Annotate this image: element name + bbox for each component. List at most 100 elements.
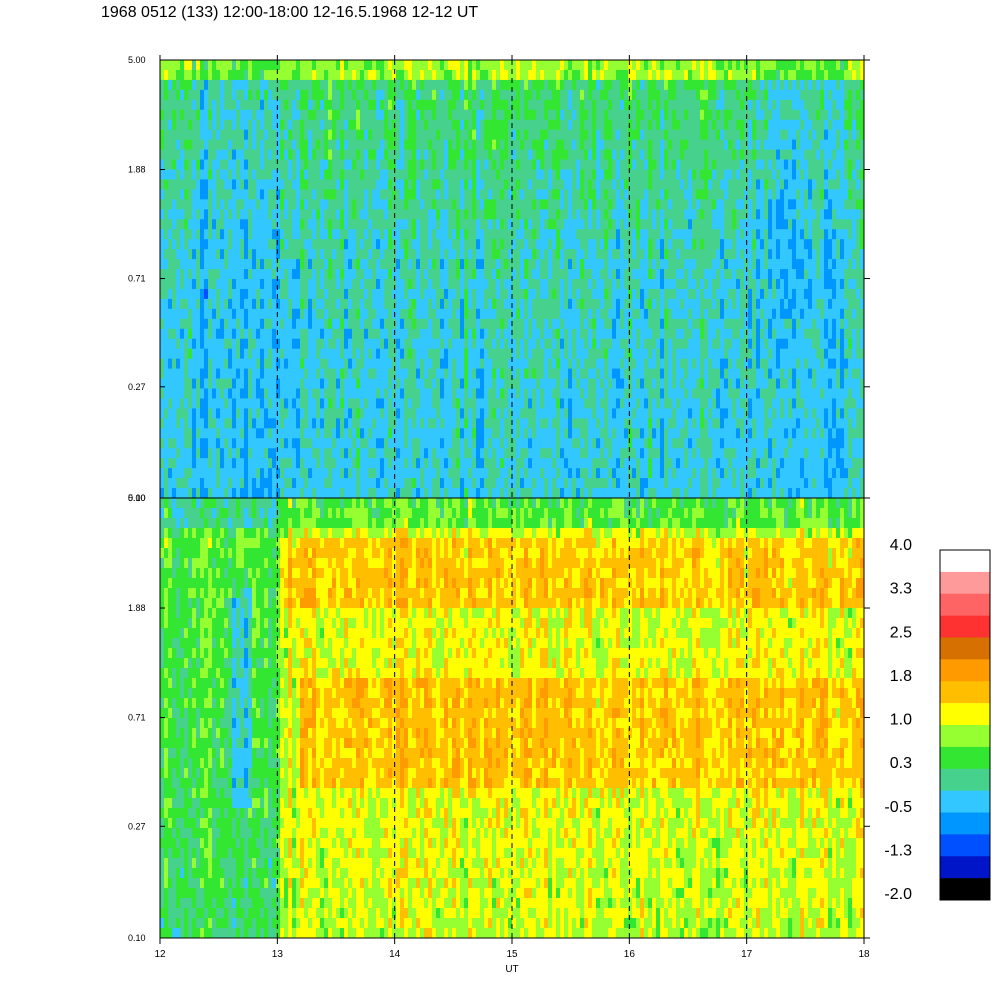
top-heat-cell [172, 89, 177, 101]
top-heat-cell [312, 438, 317, 449]
top-heat-cell [564, 229, 569, 240]
top-heat-cell [256, 129, 261, 141]
top-heat-cell [352, 368, 357, 379]
top-heat-cell [376, 428, 381, 439]
top-heat-cell [176, 428, 181, 439]
top-heat-cell [424, 259, 429, 270]
top-heat-cell [196, 418, 201, 429]
top-heat-cell [440, 279, 445, 290]
top-heat-cell [324, 458, 329, 469]
top-heat-cell [536, 438, 541, 449]
top-heat-cell [444, 189, 449, 200]
top-heat-cell [536, 288, 541, 300]
top-heat-cell [268, 69, 273, 81]
top-heat-cell [608, 149, 613, 160]
top-heat-cell [428, 458, 433, 469]
top-heat-cell [520, 358, 525, 369]
top-heat-cell [532, 428, 537, 439]
top-heat-cell [588, 149, 593, 160]
top-heat-cell [176, 288, 181, 300]
top-heat-cell [216, 279, 221, 290]
top-heat-cell [380, 189, 385, 200]
top-heat-cell [244, 259, 249, 270]
top-heat-cell [588, 418, 593, 429]
top-heat-cell [452, 448, 457, 459]
top-heat-cell [392, 378, 397, 389]
top-heat-cell [160, 468, 165, 479]
top-heat-cell [476, 239, 481, 250]
top-heat-cell [552, 79, 557, 91]
top-heat-cell [512, 149, 517, 160]
top-heat-cell [516, 99, 521, 111]
top-heat-cell [228, 109, 233, 121]
top-heat-cell [528, 458, 533, 469]
top-heat-cell [320, 428, 325, 439]
top-heat-cell [420, 408, 425, 419]
top-heat-cell [484, 288, 489, 300]
top-heat-cell [592, 318, 597, 330]
top-heat-cell [252, 358, 257, 369]
top-heat-cell [164, 288, 169, 300]
top-heat-cell [416, 338, 421, 350]
top-heat-cell [340, 189, 345, 200]
top-heat-cell [476, 149, 481, 160]
top-heat-cell [440, 378, 445, 389]
top-heat-cell [324, 298, 329, 310]
top-heat-cell [448, 378, 453, 389]
top-heat-cell [272, 338, 277, 350]
top-heat-cell [552, 60, 557, 71]
top-heat-cell [244, 458, 249, 469]
top-heat-cell [432, 308, 437, 320]
top-heat-cell [380, 488, 385, 499]
top-heat-cell [520, 338, 525, 350]
top-heat-cell [308, 368, 313, 379]
top-heat-cell [360, 219, 365, 230]
top-heat-cell [428, 378, 433, 389]
top-heat-cell [192, 259, 197, 270]
top-heat-cell [456, 348, 461, 360]
top-heat-cell [412, 219, 417, 230]
top-heat-cell [324, 209, 329, 220]
top-heat-cell [432, 169, 437, 180]
top-heat-cell [468, 418, 473, 429]
top-heat-cell [436, 179, 441, 190]
top-heat-cell [336, 338, 341, 350]
top-heat-cell [348, 79, 353, 91]
top-heat-cell [576, 149, 581, 160]
top-heat-cell [412, 119, 417, 131]
top-heat-cell [252, 159, 257, 170]
top-heat-cell [436, 109, 441, 121]
top-heat-cell [396, 60, 401, 71]
top-heat-cell [372, 298, 377, 310]
top-heat-cell [308, 109, 313, 121]
top-heat-cell [556, 60, 561, 71]
top-heat-cell [380, 318, 385, 330]
top-heat-cell [456, 438, 461, 449]
top-heat-cell [296, 239, 301, 250]
top-heat-cell [380, 438, 385, 449]
top-heat-cell [368, 398, 373, 409]
top-heat-cell [424, 239, 429, 250]
top-heat-cell [284, 328, 289, 340]
top-heat-cell [308, 308, 313, 320]
top-heat-cell [560, 209, 565, 220]
top-heat-cell [504, 328, 509, 340]
top-heat-cell [440, 368, 445, 379]
top-heat-cell [340, 468, 345, 479]
top-heat-cell [216, 378, 221, 389]
top-heat-cell [220, 89, 225, 101]
top-heat-cell [284, 448, 289, 459]
top-heat-cell [248, 298, 253, 310]
top-heat-cell [324, 438, 329, 449]
top-heat-cell [296, 229, 301, 240]
top-heat-cell [456, 418, 461, 429]
top-heat-cell [312, 298, 317, 310]
top-heat-cell [364, 348, 369, 360]
top-heat-cell [456, 149, 461, 160]
top-heat-cell [232, 368, 237, 379]
top-heat-cell [376, 328, 381, 340]
top-heat-cell [328, 398, 333, 409]
top-heat-cell [540, 69, 545, 81]
top-heat-cell [320, 308, 325, 320]
top-heat-cell [456, 119, 461, 131]
